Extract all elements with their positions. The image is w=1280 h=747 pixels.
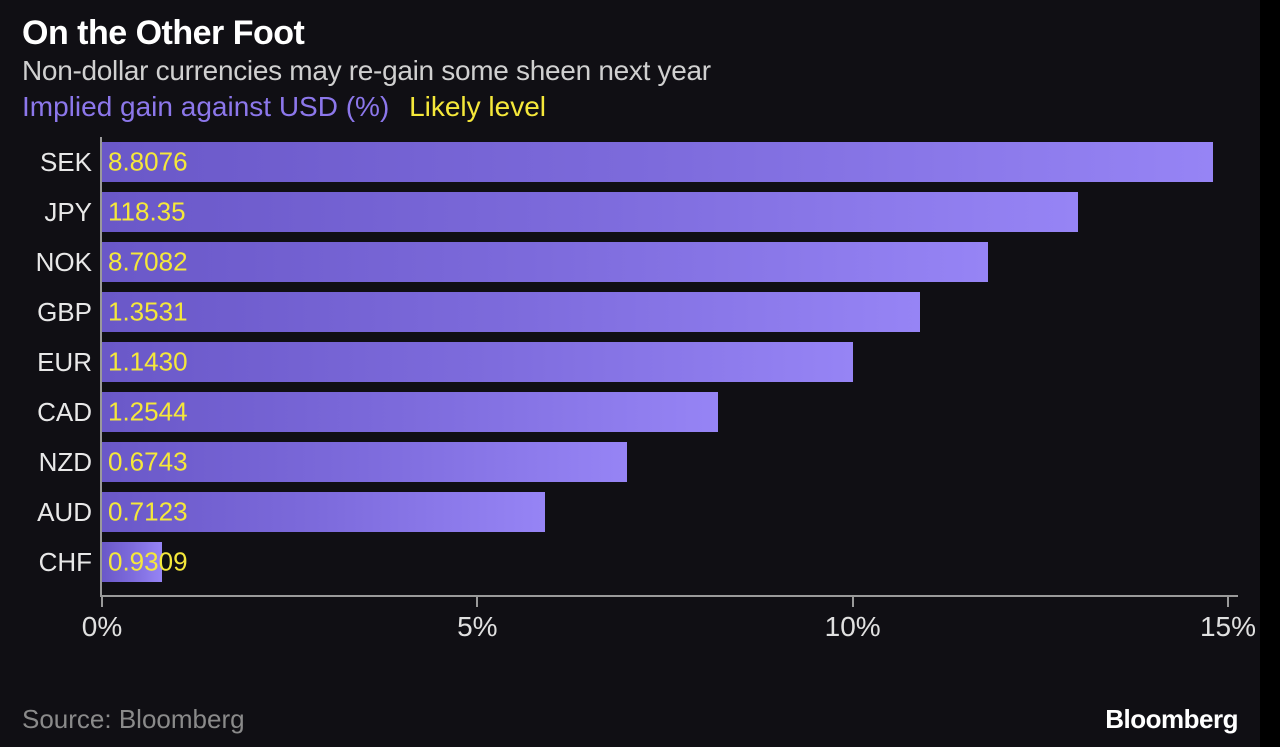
- bar-value-label: 8.8076: [108, 147, 188, 178]
- bar-track: 8.8076: [102, 137, 1238, 187]
- x-tick: [1227, 595, 1229, 607]
- x-axis-line: [100, 595, 1238, 597]
- bar-row: CAD1.2544: [22, 387, 1238, 437]
- bar: 0.6743: [102, 442, 627, 482]
- bar-row: NZD0.6743: [22, 437, 1238, 487]
- bar-value-label: 0.9309: [108, 547, 188, 578]
- bar-row: JPY118.35: [22, 187, 1238, 237]
- y-axis-line: [100, 137, 102, 597]
- category-label: AUD: [22, 497, 102, 528]
- bar: 0.7123: [102, 492, 545, 532]
- brand-logo: Bloomberg: [1105, 704, 1238, 735]
- category-label: GBP: [22, 297, 102, 328]
- category-label: CAD: [22, 397, 102, 428]
- legend-likely: Likely level: [409, 91, 546, 122]
- chart-legend: Implied gain against USD (%) Likely leve…: [22, 91, 1238, 123]
- bar-track: 8.7082: [102, 237, 1238, 287]
- category-label: CHF: [22, 547, 102, 578]
- bar: 1.3531: [102, 292, 920, 332]
- chart-footer: Source: Bloomberg Bloomberg: [22, 704, 1238, 735]
- bar-track: 1.1430: [102, 337, 1238, 387]
- category-label: EUR: [22, 347, 102, 378]
- bar: 8.8076: [102, 142, 1213, 182]
- bar: 0.9309: [102, 542, 162, 582]
- x-tick-label: 5%: [457, 611, 497, 643]
- bar-track: 0.6743: [102, 437, 1238, 487]
- bar-track: 0.9309: [102, 537, 1238, 587]
- x-tick: [852, 595, 854, 607]
- bar-track: 1.3531: [102, 287, 1238, 337]
- bar-value-label: 0.6743: [108, 447, 188, 478]
- bar-row: EUR1.1430: [22, 337, 1238, 387]
- x-tick-label: 0%: [82, 611, 122, 643]
- bar-row: GBP1.3531: [22, 287, 1238, 337]
- bar-value-label: 1.1430: [108, 347, 188, 378]
- bar-row: SEK8.8076: [22, 137, 1238, 187]
- category-label: SEK: [22, 147, 102, 178]
- category-label: NOK: [22, 247, 102, 278]
- chart-plot-area: SEK8.8076JPY118.35NOK8.7082GBP1.3531EUR1…: [22, 137, 1238, 647]
- bar-track: 0.7123: [102, 487, 1238, 537]
- bar: 118.35: [102, 192, 1078, 232]
- x-tick-label: 10%: [825, 611, 881, 643]
- bar-value-label: 1.2544: [108, 397, 188, 428]
- x-tick: [476, 595, 478, 607]
- bar-track: 118.35: [102, 187, 1238, 237]
- bar-row: CHF0.9309: [22, 537, 1238, 587]
- bar: 8.7082: [102, 242, 988, 282]
- bar-value-label: 1.3531: [108, 297, 188, 328]
- bar-value-label: 0.7123: [108, 497, 188, 528]
- chart-title: On the Other Foot: [22, 14, 1238, 53]
- x-tick-label: 15%: [1200, 611, 1256, 643]
- bar-row: AUD0.7123: [22, 487, 1238, 537]
- legend-implied: Implied gain against USD (%): [22, 91, 389, 122]
- chart-container: On the Other Foot Non-dollar currencies …: [0, 0, 1260, 747]
- bar-value-label: 8.7082: [108, 247, 188, 278]
- bar-row: NOK8.7082: [22, 237, 1238, 287]
- bar-track: 1.2544: [102, 387, 1238, 437]
- chart-subtitle: Non-dollar currencies may re-gain some s…: [22, 55, 1238, 87]
- bar: 1.2544: [102, 392, 718, 432]
- bar-value-label: 118.35: [108, 197, 186, 228]
- x-tick: [101, 595, 103, 607]
- category-label: JPY: [22, 197, 102, 228]
- source-text: Source: Bloomberg: [22, 704, 245, 735]
- bar: 1.1430: [102, 342, 853, 382]
- category-label: NZD: [22, 447, 102, 478]
